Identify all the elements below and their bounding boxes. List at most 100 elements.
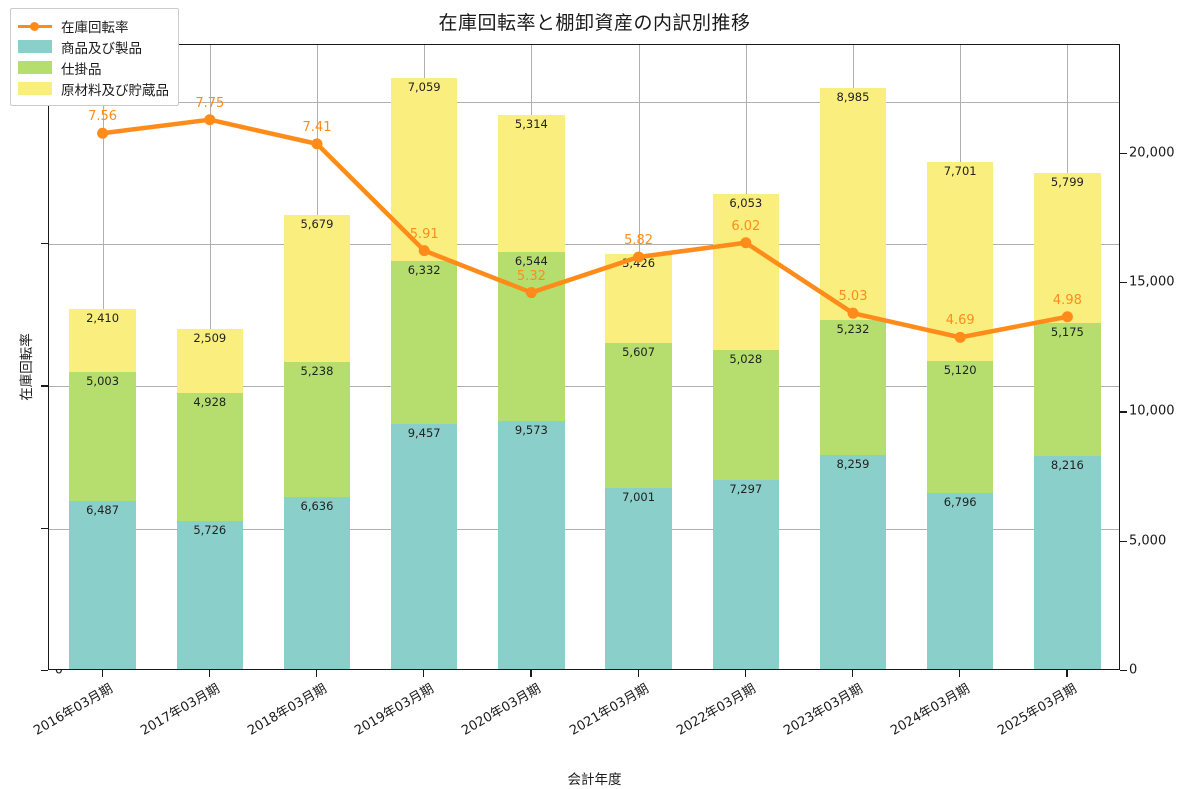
- bar-group[interactable]: 7,297 5,028 6,053: [712, 43, 780, 669]
- bar-segment[interactable]: 4,928: [176, 393, 244, 521]
- y-axis-right-tick-label: 20,000: [1129, 145, 1175, 161]
- line-path: [100, 117, 1070, 340]
- legend-item[interactable]: 仕掛品: [18, 57, 169, 78]
- bar-segment[interactable]: 6,332: [390, 260, 458, 425]
- line-data-point[interactable]: [847, 307, 859, 319]
- bar-segment-value-label: 5,679: [300, 216, 334, 231]
- bar-segment-value-label: 8,259: [836, 457, 870, 472]
- y-axis-right-tickmark: [1120, 281, 1127, 284]
- line-data-point[interactable]: [954, 331, 966, 343]
- bar-segment[interactable]: 5,679: [283, 214, 351, 362]
- bar-segment-value-label: 5,232: [836, 322, 870, 337]
- line-point-value-label: 5.82: [624, 232, 654, 248]
- legend-item-label: 仕掛品: [61, 61, 102, 78]
- x-axis-tick-label: 2017年03月期: [138, 681, 223, 739]
- y-axis-right-tickmark: [1120, 411, 1127, 413]
- bar-segment[interactable]: 9,573: [498, 421, 565, 669]
- bar-segment-value-label: 6,636: [300, 499, 334, 514]
- line-data-point[interactable]: [525, 287, 537, 299]
- bar-segment-value-label: 8,985: [836, 89, 870, 104]
- line-data-point[interactable]: [740, 237, 752, 249]
- bar-segment[interactable]: 5,232: [819, 320, 887, 456]
- x-axis-tick-label: 2016年03月期: [30, 681, 116, 739]
- bar-segment[interactable]: 5,607: [605, 342, 672, 488]
- line-data-point[interactable]: [204, 114, 216, 126]
- bar-segment[interactable]: 6,636: [283, 497, 351, 669]
- y-axis-right-tick-label: 10,000: [1129, 403, 1175, 419]
- y-axis-left-tickmark: [41, 385, 48, 387]
- x-axis-tickmark: [1066, 670, 1068, 677]
- x-axis-tickmark: [744, 670, 747, 677]
- bar-segment-value-label: 5,120: [943, 362, 977, 377]
- line-data-point[interactable]: [1061, 311, 1073, 323]
- bar-segment-value-label: 5,003: [86, 373, 120, 388]
- bar-segment[interactable]: 6,053: [712, 193, 780, 351]
- bar-segment-value-label: 9,457: [407, 426, 441, 441]
- y-axis-right-tick-label: 5,000: [1129, 533, 1167, 549]
- bar-group[interactable]: 9,457 6,332 7,059: [390, 43, 458, 669]
- line-point-value-label: 5.03: [838, 289, 868, 305]
- bar-segment-value-label: 7,701: [943, 163, 977, 178]
- bar-segment[interactable]: 8,216: [1034, 456, 1101, 669]
- legend-item-label: 原材料及び貯蔵品: [61, 82, 169, 99]
- x-axis-tick-label: 2024年03月期: [888, 681, 973, 739]
- bar-segment[interactable]: 8,259: [819, 455, 887, 669]
- line-data-point[interactable]: [311, 138, 323, 150]
- gridline-horizontal: [49, 528, 1119, 530]
- bar-segment[interactable]: 2,509: [176, 328, 244, 394]
- y-axis-left-tickmark: [41, 527, 48, 530]
- bar-segment[interactable]: 5,238: [283, 361, 351, 498]
- bar-segment[interactable]: 5,726: [176, 520, 244, 669]
- bar-group[interactable]: 8,259 5,232 8,985: [819, 43, 887, 669]
- bar-segment[interactable]: 9,457: [390, 424, 458, 669]
- plot-area: 6,487 5,003 2,410 5,726 4,928 2,509 6,636 5,238…: [48, 44, 1120, 670]
- bar-segment[interactable]: 6,796: [926, 493, 994, 669]
- bar-segment[interactable]: 2,410: [69, 309, 136, 372]
- bar-segment[interactable]: 5,028: [712, 350, 780, 481]
- x-axis-tickmark: [852, 670, 854, 677]
- legend-item[interactable]: 原材料及び貯蔵品: [18, 78, 169, 99]
- line-data-point[interactable]: [97, 127, 109, 139]
- bar-group[interactable]: 9,573 6,544 5,314: [498, 43, 565, 669]
- bar-segment[interactable]: 7,001: [605, 487, 672, 669]
- bar-segment[interactable]: 6,487: [69, 501, 136, 669]
- bar-segment[interactable]: 7,297: [712, 480, 780, 669]
- legend-item[interactable]: 在庫回転率: [18, 15, 169, 36]
- bar-segment[interactable]: 6,544: [498, 252, 565, 422]
- bar-segment-value-label: 6,487: [86, 503, 120, 518]
- chart-legend[interactable]: 在庫回転率 商品及び製品仕掛品原材料及び貯蔵品: [10, 8, 179, 106]
- line-data-point[interactable]: [633, 251, 645, 263]
- line-point-value-label: 7.75: [195, 95, 225, 111]
- bar-segment-value-label: 6,332: [407, 262, 441, 277]
- bar-segment[interactable]: 7,701: [926, 161, 994, 361]
- legend-color-swatch-icon: [18, 61, 52, 74]
- bar-group[interactable]: 6,487 5,003 2,410: [69, 43, 136, 669]
- legend-color-swatch-icon: [18, 82, 52, 95]
- bar-group[interactable]: 6,636 5,238 5,679: [283, 43, 351, 669]
- bar-group[interactable]: 7,001 5,607 3,426: [605, 43, 672, 669]
- x-axis-tick-label: 2020年03月期: [459, 681, 544, 739]
- bar-segment[interactable]: 8,985: [819, 87, 887, 321]
- x-axis-label: 会計年度: [567, 772, 622, 788]
- bar-group[interactable]: 6,796 5,120 7,701: [926, 43, 994, 669]
- bar-segment-value-label: 5,799: [1050, 174, 1084, 189]
- legend-item[interactable]: 商品及び製品: [18, 36, 169, 57]
- bar-group[interactable]: 8,216 5,175 5,799: [1034, 43, 1101, 669]
- bar-segment-value-label: 5,238: [300, 363, 334, 378]
- line-point-value-label: 7.41: [302, 119, 332, 135]
- line-data-point[interactable]: [418, 245, 430, 257]
- bar-segment[interactable]: 5,003: [69, 371, 136, 502]
- bar-segment[interactable]: 5,799: [1034, 172, 1101, 323]
- bar-group[interactable]: 5,726 4,928 2,509: [176, 43, 244, 669]
- x-axis-tickmark: [637, 670, 639, 677]
- bar-segment[interactable]: 5,175: [1034, 322, 1101, 457]
- gridline-horizontal: [49, 386, 1119, 388]
- bar-segment[interactable]: 5,314: [498, 114, 565, 253]
- bar-segment-value-label: 6,544: [514, 254, 548, 269]
- bar-segment-value-label: 6,053: [729, 195, 763, 210]
- line-point-value-label: 6.02: [731, 218, 761, 234]
- line-point-value-label: 4.98: [1052, 292, 1082, 308]
- bar-segment[interactable]: 5,120: [926, 360, 994, 494]
- bar-segment-value-label: 2,509: [193, 330, 227, 345]
